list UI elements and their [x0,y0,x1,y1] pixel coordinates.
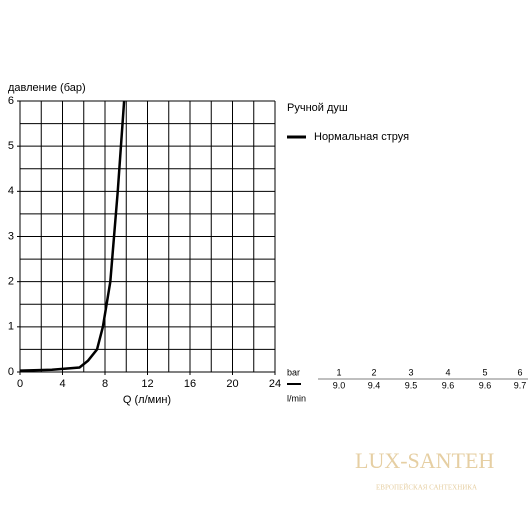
x-tick-label: 16 [184,378,196,390]
watermark-title: LUX-SANTEH [355,448,494,473]
y-tick-label: 1 [8,321,14,333]
table-row-label: l/min [287,393,306,403]
watermark-subtitle: ЕВРОПЕЙСКАЯ САНТЕХНИКА [376,484,477,492]
legend-label: Нормальная струя [314,131,409,143]
x-axis-label: Q (л/мин) [123,394,171,406]
table-cell: 6 [517,367,522,377]
x-tick-label: 0 [17,378,23,390]
y-tick-label: 6 [8,95,14,107]
x-tick-label: 8 [102,378,108,390]
x-tick-label: 12 [141,378,153,390]
table-cell: 1 [336,367,341,377]
table-cell: 9.6 [479,380,492,390]
table-cell: 9.5 [405,380,418,390]
y-tick-label: 4 [8,185,14,197]
y-axis-label: давление (бар) [8,82,86,94]
y-tick-label: 5 [8,140,14,152]
table-cell: 3 [408,367,413,377]
table-cell: 5 [482,367,487,377]
table-row-label: bar [287,367,300,377]
x-tick-label: 20 [226,378,238,390]
line [19,100,126,372]
x-tick-label: 24 [269,378,281,390]
table-cell: 4 [445,367,450,377]
table-cell: 9.0 [333,380,346,390]
x-tick-label: 4 [59,378,65,390]
table-cell: 9.6 [442,380,455,390]
table-cell: 9.7 [514,380,527,390]
table-cell: 2 [371,367,376,377]
y-tick-label: 2 [8,276,14,288]
legend-title: Ручной душ [287,102,348,114]
y-tick-label: 3 [8,230,14,242]
y-tick-label: 0 [8,366,14,378]
table-cell: 9.4 [368,380,381,390]
